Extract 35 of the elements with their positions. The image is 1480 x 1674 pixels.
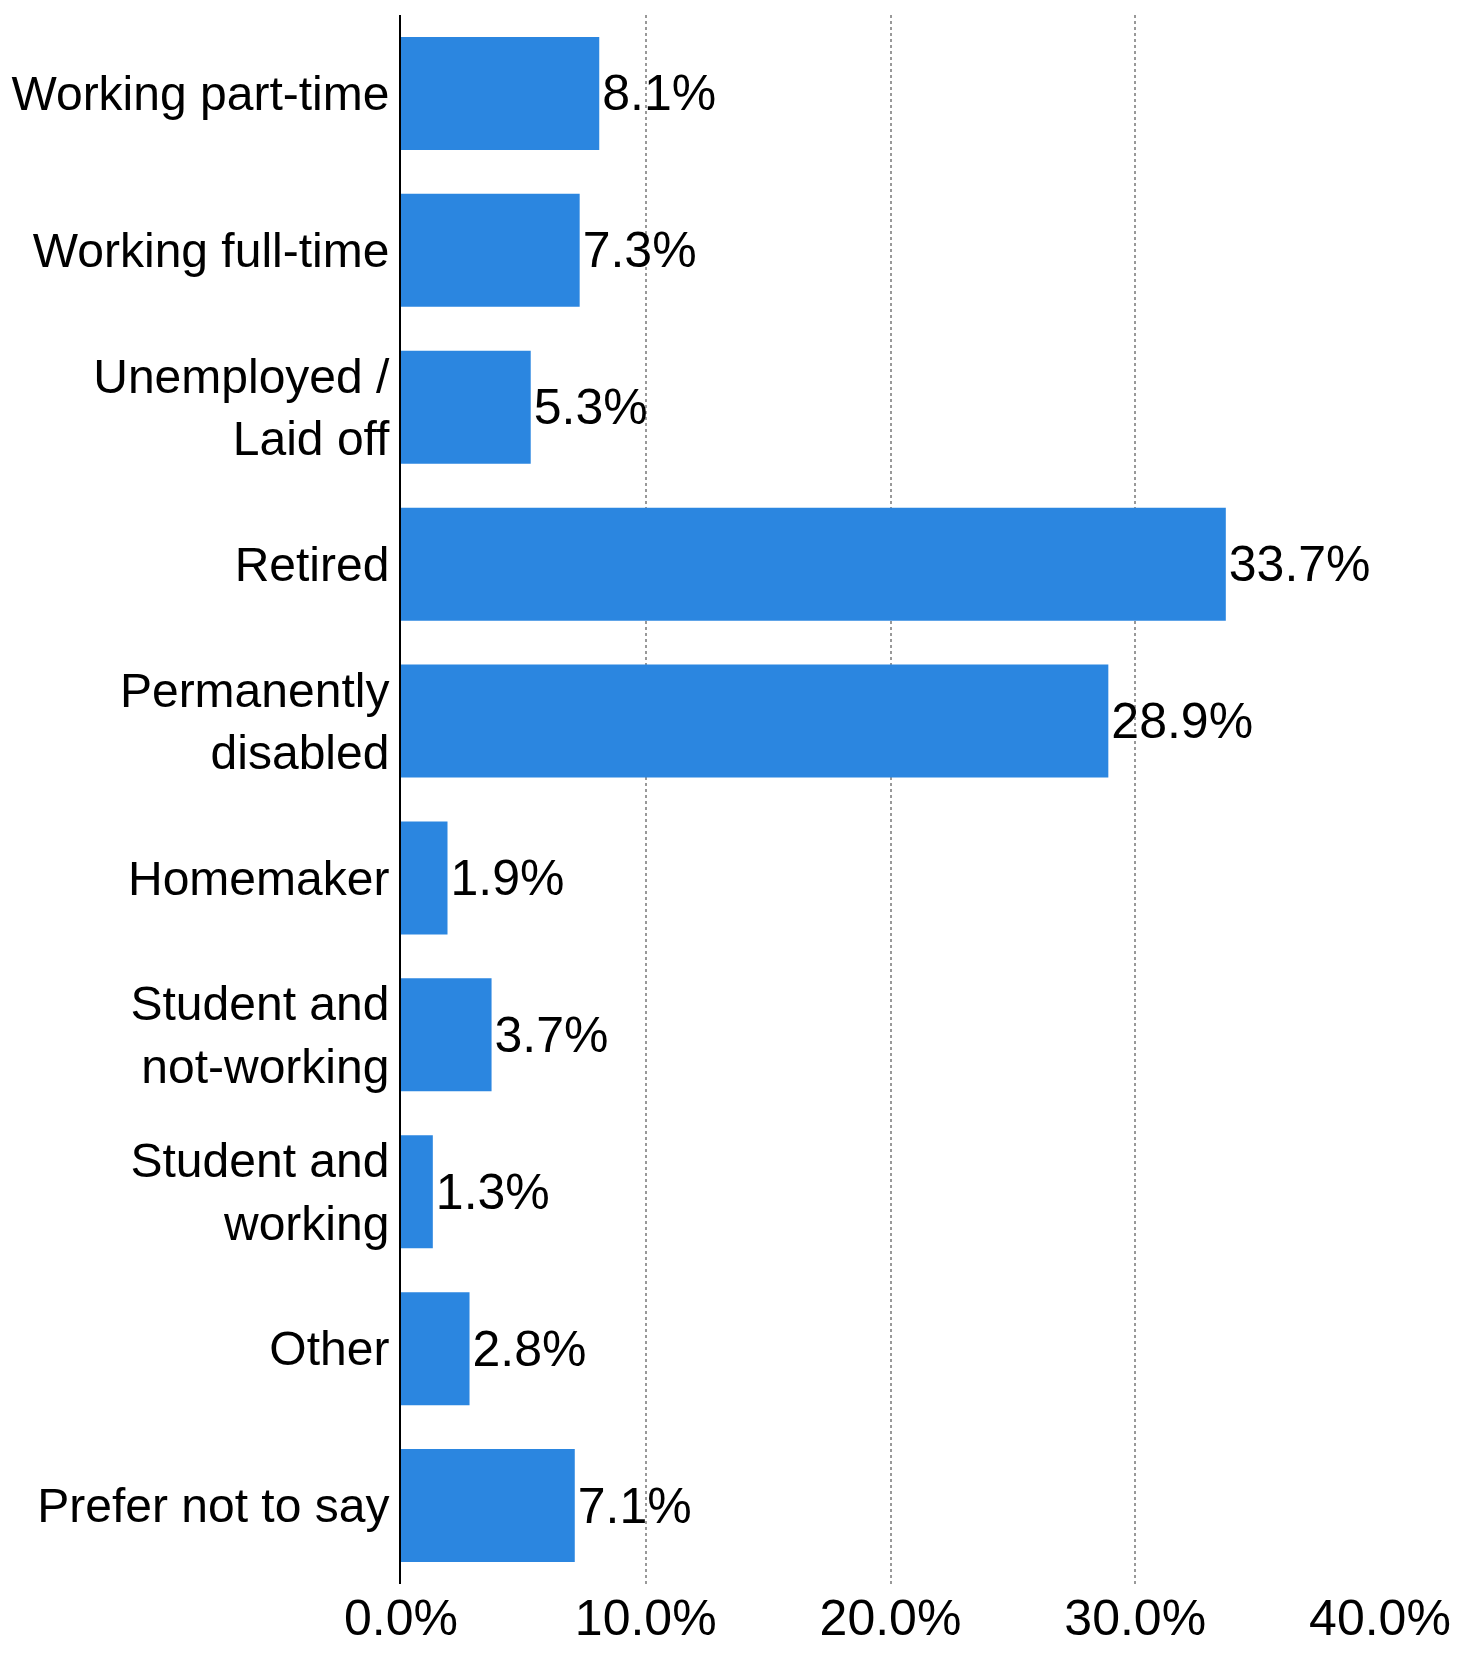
y-tick-label: Retired: [234, 537, 390, 591]
bar: [401, 1135, 433, 1249]
x-tick-label: 0.0%: [344, 1590, 458, 1646]
y-tick-label: Working full-time: [32, 224, 390, 278]
bar: [401, 36, 600, 150]
y-tick-label: Unemployed / Laid off: [93, 349, 391, 466]
data-label: 8.1%: [602, 65, 717, 122]
bar: [401, 1292, 470, 1406]
bar: [401, 193, 580, 307]
y-tick-label: Student and working: [130, 1134, 390, 1250]
y-tick-label: Other: [269, 1322, 390, 1376]
x-tick-label: 10.0%: [574, 1590, 717, 1646]
data-label: 1.3%: [435, 1163, 550, 1220]
bar: [401, 664, 1109, 778]
bar: [401, 350, 531, 464]
bar: [401, 1449, 575, 1563]
y-tick-label: Prefer not to say: [37, 1479, 390, 1533]
data-label: 28.9%: [1111, 693, 1254, 750]
x-tick-label: 40.0%: [1309, 1590, 1451, 1646]
y-tick-label: Permanently disabled: [119, 663, 390, 780]
y-tick-label: Homemaker: [127, 851, 390, 905]
data-label: 3.7%: [494, 1006, 609, 1063]
bar: [401, 821, 448, 935]
x-tick-label: 20.0%: [819, 1590, 962, 1646]
bar: [401, 507, 1226, 621]
data-label: 33.7%: [1228, 536, 1371, 593]
data-label: 7.3%: [582, 222, 697, 279]
data-label: 2.8%: [472, 1320, 587, 1377]
x-tick-label: 30.0%: [1064, 1590, 1207, 1646]
data-label: 7.1%: [577, 1477, 692, 1534]
data-label: 5.3%: [533, 379, 648, 436]
bar: [401, 978, 492, 1092]
y-tick-label: Student and not-working: [130, 977, 390, 1093]
y-tick-label: Working part-time: [11, 67, 390, 121]
data-label: 1.9%: [450, 849, 565, 906]
